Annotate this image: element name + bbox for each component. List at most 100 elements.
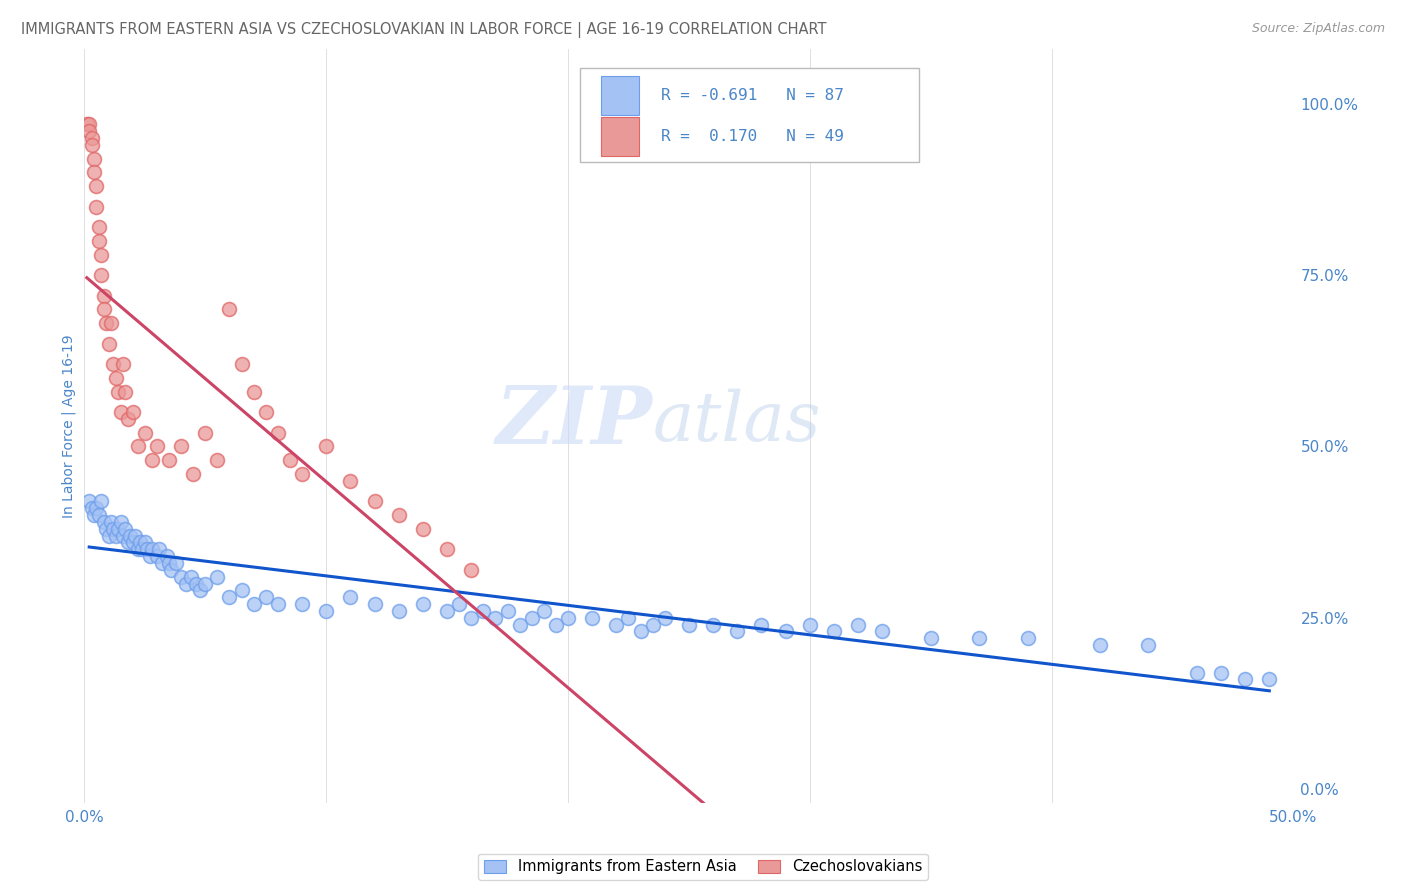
Text: ZIP: ZIP <box>496 384 652 461</box>
Point <box>157 453 180 467</box>
Point <box>80 501 103 516</box>
Point <box>291 597 314 611</box>
Point <box>823 624 845 639</box>
Point <box>218 591 240 605</box>
Point <box>363 494 385 508</box>
Point <box>97 336 120 351</box>
Point <box>165 556 187 570</box>
Point <box>77 124 100 138</box>
Point <box>678 617 700 632</box>
Point <box>121 535 143 549</box>
Point <box>194 425 217 440</box>
Point <box>254 405 277 419</box>
Point <box>449 597 471 611</box>
Point <box>83 165 105 179</box>
Point <box>184 576 207 591</box>
Point <box>436 604 458 618</box>
Point <box>134 425 156 440</box>
Y-axis label: In Labor Force | Age 16-19: In Labor Force | Age 16-19 <box>62 334 76 517</box>
Point <box>291 467 314 481</box>
Point <box>1234 673 1257 687</box>
Text: atlas: atlas <box>652 389 821 456</box>
Point <box>412 597 434 611</box>
Point <box>141 453 163 467</box>
Point <box>87 220 110 235</box>
Point <box>617 611 640 625</box>
Point <box>138 549 160 563</box>
Point <box>150 556 173 570</box>
Point <box>114 384 136 399</box>
Point <box>107 384 129 399</box>
Point <box>83 152 105 166</box>
Point <box>460 611 482 625</box>
Point <box>160 563 183 577</box>
Point <box>146 549 169 563</box>
Point <box>114 522 136 536</box>
Point <box>207 570 229 584</box>
Point <box>846 617 869 632</box>
Point <box>155 549 177 563</box>
Point <box>339 474 361 488</box>
Point <box>134 535 156 549</box>
Text: R =  0.170   N = 49: R = 0.170 N = 49 <box>661 129 844 145</box>
Point <box>86 200 108 214</box>
Point <box>581 611 603 625</box>
Point <box>170 440 193 454</box>
Point <box>90 268 112 283</box>
Point <box>110 515 132 529</box>
Point <box>799 617 821 632</box>
Point <box>77 118 100 132</box>
Point <box>267 597 290 611</box>
Point <box>1209 665 1232 680</box>
Point <box>77 494 100 508</box>
Point <box>1185 665 1208 680</box>
Point <box>80 138 103 153</box>
Point <box>86 179 108 194</box>
Point <box>104 371 127 385</box>
Point <box>97 528 120 542</box>
Point <box>86 501 108 516</box>
Point <box>412 522 434 536</box>
Point <box>254 591 277 605</box>
Point <box>181 467 204 481</box>
Point <box>87 508 110 522</box>
Point <box>242 597 264 611</box>
Point <box>436 542 458 557</box>
Point <box>315 604 337 618</box>
Point <box>131 542 153 557</box>
Point <box>112 357 135 371</box>
Point <box>544 617 567 632</box>
Point <box>278 453 301 467</box>
Point <box>967 632 990 646</box>
Point <box>120 528 142 542</box>
Point <box>94 522 117 536</box>
Point <box>190 583 212 598</box>
Point <box>218 302 240 317</box>
Point <box>725 624 748 639</box>
Point <box>1088 638 1111 652</box>
Point <box>315 440 337 454</box>
Point <box>100 316 122 330</box>
Point <box>533 604 555 618</box>
Point <box>127 440 149 454</box>
Point <box>127 542 149 557</box>
Point <box>129 535 152 549</box>
Point <box>103 522 125 536</box>
Point <box>87 234 110 248</box>
Point <box>557 611 579 625</box>
Point <box>100 515 122 529</box>
Point <box>751 617 773 632</box>
Point <box>112 528 135 542</box>
Point <box>630 624 652 639</box>
Point <box>80 131 103 145</box>
Point <box>148 542 170 557</box>
Point <box>641 617 664 632</box>
Point <box>180 570 202 584</box>
Point <box>76 118 98 132</box>
Point <box>509 617 531 632</box>
Point <box>146 440 169 454</box>
Point <box>90 494 112 508</box>
Point <box>267 425 290 440</box>
Point <box>231 357 253 371</box>
Point <box>242 384 264 399</box>
